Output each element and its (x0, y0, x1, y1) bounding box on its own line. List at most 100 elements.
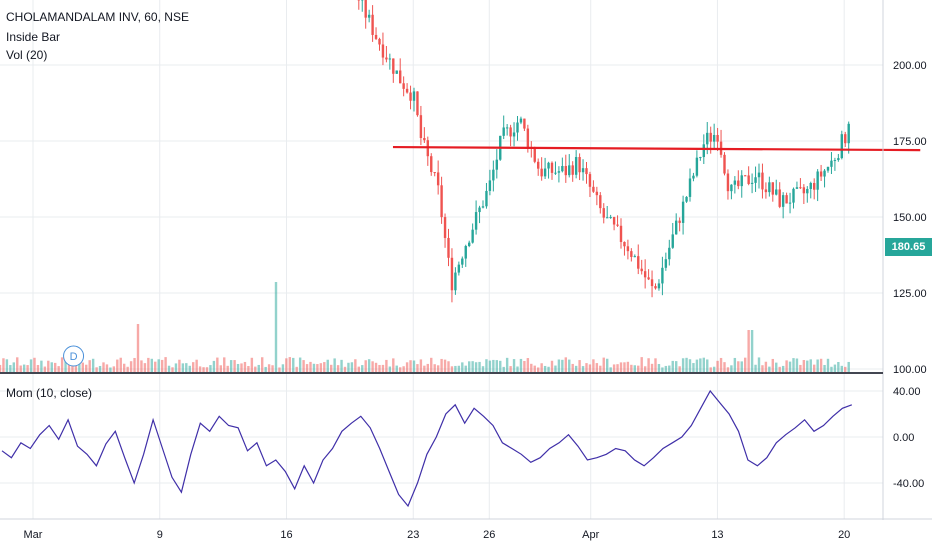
volume-bar (657, 364, 661, 372)
volume-bar (40, 360, 43, 372)
volume-bar (692, 363, 695, 372)
volume-bar (340, 359, 343, 372)
volume-bar (661, 367, 664, 372)
candle-body (395, 70, 398, 74)
volume-bar (405, 362, 409, 372)
volume-bar (540, 363, 543, 372)
candle-body (457, 264, 461, 273)
candle-body (830, 160, 833, 167)
volume-bar (595, 363, 599, 372)
volume-bar (102, 362, 105, 372)
volume-bar (47, 360, 50, 372)
volume-bar (581, 366, 585, 372)
candle-body (619, 225, 623, 242)
volume-bar (816, 359, 819, 372)
volume-bar (471, 361, 474, 372)
volume-bar (19, 365, 22, 372)
candle-body (771, 182, 774, 195)
momentum-line (1, 389, 853, 508)
volume-bar (343, 366, 347, 372)
volume-label[interactable]: Vol (20) (6, 48, 48, 62)
candle-body (640, 268, 643, 272)
volume-bar (837, 362, 840, 372)
volume-bar (60, 357, 64, 372)
volume-bar (105, 364, 109, 372)
candle-body (454, 272, 457, 291)
candle-body (657, 283, 661, 289)
time-axis[interactable]: Mar 9 16 23 26 Apr 13 20 (24, 529, 851, 541)
volume-bar (209, 365, 212, 372)
candle-body (537, 161, 540, 169)
volume-bar (233, 360, 236, 372)
volume-bar (67, 363, 71, 372)
symbol-title[interactable]: CHOLAMANDALAM INV, 60, NSE (6, 10, 189, 24)
volume-bar (537, 367, 540, 372)
volume-bar (91, 358, 95, 372)
candle-body (833, 160, 837, 162)
volume-bar (526, 358, 530, 372)
volume-bar (2, 358, 5, 372)
indicator-label[interactable]: Inside Bar (6, 30, 61, 44)
momentum-axis[interactable]: 40.00 0.00 -40.00 (893, 386, 924, 490)
momentum-label[interactable]: Mom (10, close) (6, 386, 93, 400)
volume-bar (781, 365, 785, 372)
candle-body (616, 224, 619, 226)
volume-bar (771, 358, 774, 372)
candle-body (481, 206, 485, 208)
volume-bar (826, 358, 830, 372)
candle-body (412, 91, 416, 101)
volume-bar (450, 366, 454, 372)
candle-body (826, 166, 830, 171)
candle-body (543, 168, 547, 177)
volume-bar (385, 359, 388, 372)
volume-bar (440, 358, 443, 372)
candle-body (523, 118, 526, 129)
volume-bar (136, 324, 140, 372)
candle-body (706, 132, 709, 145)
candle-body (643, 271, 647, 278)
volume-bar (561, 359, 564, 372)
candle-body (606, 217, 609, 219)
candle-body (540, 168, 543, 177)
candle-body (443, 217, 447, 238)
candle-body (409, 92, 412, 101)
price-axis[interactable]: 325.00300.00275.00250.00225.00200.00175.… (893, 0, 927, 376)
candle-body (750, 182, 754, 184)
volume-bar (347, 362, 350, 372)
volume-bar (706, 359, 709, 372)
candle-body (844, 134, 847, 144)
time-tick-label: Apr (582, 529, 599, 541)
volume-bar (695, 359, 699, 372)
volume-bar (364, 360, 367, 372)
candle-body (571, 165, 574, 175)
momentum-tick-label: -40.00 (893, 478, 924, 490)
volume-bar (298, 357, 302, 372)
volume-bar (423, 365, 426, 372)
volume-bar (654, 358, 657, 372)
candle-body (564, 166, 567, 176)
volume-bar (174, 363, 178, 372)
volume-bar (254, 366, 257, 372)
volume-bar (492, 359, 495, 372)
volume-bar (236, 363, 240, 372)
volume-bar (95, 367, 98, 372)
volume-bar (198, 366, 202, 372)
volume-bar (264, 366, 267, 372)
candle-body (740, 175, 743, 187)
candle-body (654, 286, 657, 289)
event-markers[interactable]: DE (63, 345, 932, 367)
volume-bar (723, 362, 726, 372)
candle-body (374, 34, 378, 39)
volume-bar (216, 357, 219, 372)
candle-body (592, 186, 595, 192)
volume-bar (64, 360, 67, 372)
volume-bar (150, 358, 153, 372)
volume-bar (395, 365, 398, 372)
candle-body (402, 83, 405, 89)
volume-bar (312, 363, 316, 372)
volume-bar (336, 365, 340, 372)
volume-bar (833, 364, 837, 372)
volume-bar (616, 364, 619, 372)
volume-bar (519, 358, 523, 372)
